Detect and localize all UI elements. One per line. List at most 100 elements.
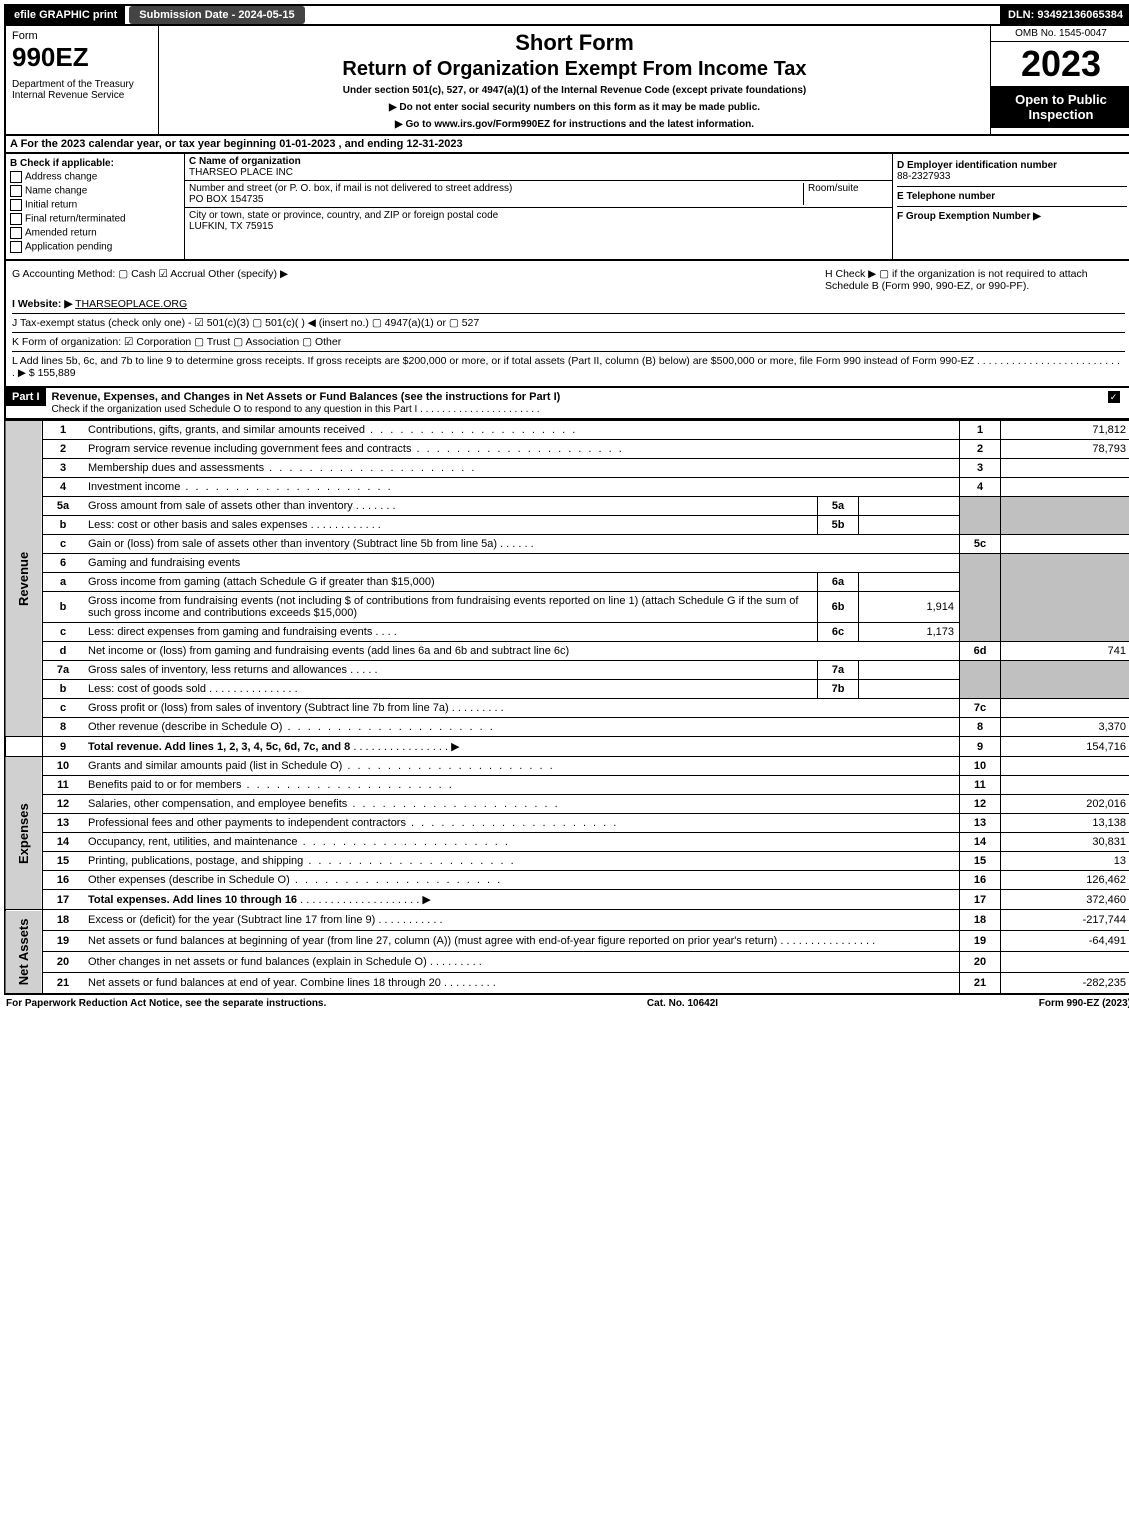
line-6a-desc: Gross income from gaming (attach Schedul… (83, 573, 818, 592)
check-address-change[interactable]: Address change (10, 171, 180, 183)
line-21-num: 21 (960, 972, 1001, 994)
line-1-no: 1 (43, 421, 84, 440)
dln-label: DLN: 93492136065384 (1000, 6, 1129, 24)
line-8-desc: Other revenue (describe in Schedule O) (88, 721, 282, 733)
short-form-title: Short Form (167, 30, 982, 56)
line-7b-no: b (43, 680, 84, 699)
line-6a-sub: 6a (818, 573, 859, 592)
check-initial-return[interactable]: Initial return (10, 199, 180, 211)
part-1-table: Revenue 1 Contributions, gifts, grants, … (4, 420, 1129, 995)
line-5b-desc: Less: cost or other basis and sales expe… (88, 519, 308, 531)
efile-label[interactable]: efile GRAPHIC print (6, 6, 125, 24)
part-1-title: Revenue, Expenses, and Changes in Net As… (46, 388, 1099, 418)
line-11-num: 11 (960, 776, 1001, 795)
line-6d-amount: 741 (1001, 642, 1129, 661)
website-line: I Website: ▶ THARSEOPLACE.ORG (12, 298, 1125, 310)
top-bar-left: efile GRAPHIC print Submission Date - 20… (6, 6, 305, 24)
footer-left: For Paperwork Reduction Act Notice, see … (6, 998, 326, 1009)
line-7b-subval (859, 680, 960, 699)
revenue-section-label: Revenue (5, 421, 43, 737)
section-b-title: B Check if applicable: (10, 158, 180, 169)
line-6c-subval: 1,173 (859, 623, 960, 642)
department-label: Department of the Treasury Internal Reve… (12, 79, 152, 101)
line-13-desc: Professional fees and other payments to … (88, 817, 406, 829)
line-7c-num: 7c (960, 699, 1001, 718)
phone-label: E Telephone number (897, 191, 995, 202)
line-11-no: 11 (43, 776, 84, 795)
line-11-desc: Benefits paid to or for members (88, 779, 241, 791)
tax-year: 2023 (991, 42, 1129, 86)
header-right: OMB No. 1545-0047 2023 Open to Public In… (990, 26, 1129, 134)
line-5c-desc: Gain or (loss) from sale of assets other… (88, 538, 497, 550)
website-value[interactable]: THARSEOPLACE.ORG (75, 298, 187, 310)
check-final-return[interactable]: Final return/terminated (10, 213, 180, 225)
gross-receipts: L Add lines 5b, 6c, and 7b to line 9 to … (12, 351, 1125, 379)
line-21-no: 21 (43, 972, 84, 994)
line-21-amount: -282,235 (1001, 972, 1129, 994)
line-5a-subval (859, 497, 960, 516)
line-7b-sub: 7b (818, 680, 859, 699)
line-7a-subval (859, 661, 960, 680)
line-1-desc: Contributions, gifts, grants, and simila… (88, 424, 365, 436)
line-16-desc: Other expenses (describe in Schedule O) (88, 874, 290, 886)
part-1-schedule-o-check[interactable] (1099, 388, 1129, 406)
public-inspection: Open to Public Inspection (991, 86, 1129, 128)
line-4-no: 4 (43, 478, 84, 497)
line-5a-desc: Gross amount from sale of assets other t… (88, 500, 353, 512)
line-6c-no: c (43, 623, 84, 642)
form-header: Form 990EZ Department of the Treasury In… (4, 26, 1129, 136)
line-12-num: 12 (960, 795, 1001, 814)
line-9-no: 9 (43, 737, 84, 757)
city-label: City or town, state or province, country… (189, 210, 498, 221)
info-grid: B Check if applicable: Address change Na… (4, 154, 1129, 261)
line-5b-no: b (43, 516, 84, 535)
line-14-amount: 30,831 (1001, 833, 1129, 852)
line-7a-sub: 7a (818, 661, 859, 680)
line-7a-no: 7a (43, 661, 84, 680)
line-16-num: 16 (960, 871, 1001, 890)
footer-center: Cat. No. 10642I (647, 998, 718, 1009)
org-name-label: C Name of organization (189, 156, 301, 167)
line-2-num: 2 (960, 440, 1001, 459)
line-1-amount: 71,812 (1001, 421, 1129, 440)
line-7c-amount (1001, 699, 1129, 718)
omb-number: OMB No. 1545-0047 (991, 26, 1129, 42)
check-amended-return[interactable]: Amended return (10, 227, 180, 239)
form-label: Form (12, 30, 152, 42)
line-12-no: 12 (43, 795, 84, 814)
website-label: I Website: ▶ (12, 298, 72, 310)
line-7c-desc: Gross profit or (loss) from sales of inv… (88, 702, 449, 714)
line-6d-desc: Net income or (loss) from gaming and fun… (83, 642, 960, 661)
line-6-no: 6 (43, 554, 84, 573)
line-10-no: 10 (43, 757, 84, 776)
line-6a-subval (859, 573, 960, 592)
line-2-desc: Program service revenue including govern… (88, 443, 411, 455)
line-14-desc: Occupancy, rent, utilities, and maintena… (88, 836, 298, 848)
line-5c-no: c (43, 535, 84, 554)
line-7c-no: c (43, 699, 84, 718)
line-1-num: 1 (960, 421, 1001, 440)
line-20-amount (1001, 951, 1129, 972)
ein-label: D Employer identification number (897, 160, 1057, 171)
line-16-amount: 126,462 (1001, 871, 1129, 890)
line-4-desc: Investment income (88, 481, 180, 493)
line-12-desc: Salaries, other compensation, and employ… (88, 798, 347, 810)
line-6d-num: 6d (960, 642, 1001, 661)
page-footer: For Paperwork Reduction Act Notice, see … (4, 995, 1129, 1012)
line-6b-subval: 1,914 (859, 592, 960, 623)
line-18-desc: Excess or (deficit) for the year (Subtra… (88, 914, 375, 926)
check-application-pending[interactable]: Application pending (10, 241, 180, 253)
header-left: Form 990EZ Department of the Treasury In… (6, 26, 159, 134)
line-9-num: 9 (960, 737, 1001, 757)
line-20-no: 20 (43, 951, 84, 972)
line-14-no: 14 (43, 833, 84, 852)
line-2-no: 2 (43, 440, 84, 459)
line-15-desc: Printing, publications, postage, and shi… (88, 855, 303, 867)
instruction-2[interactable]: ▶ Go to www.irs.gov/Form990EZ for instru… (167, 119, 982, 130)
line-7a-desc: Gross sales of inventory, less returns a… (88, 664, 347, 676)
line-6b-no: b (43, 592, 84, 623)
check-name-change[interactable]: Name change (10, 185, 180, 197)
line-5a-sub: 5a (818, 497, 859, 516)
line-17-num: 17 (960, 890, 1001, 910)
part-1-label: Part I (6, 388, 46, 406)
